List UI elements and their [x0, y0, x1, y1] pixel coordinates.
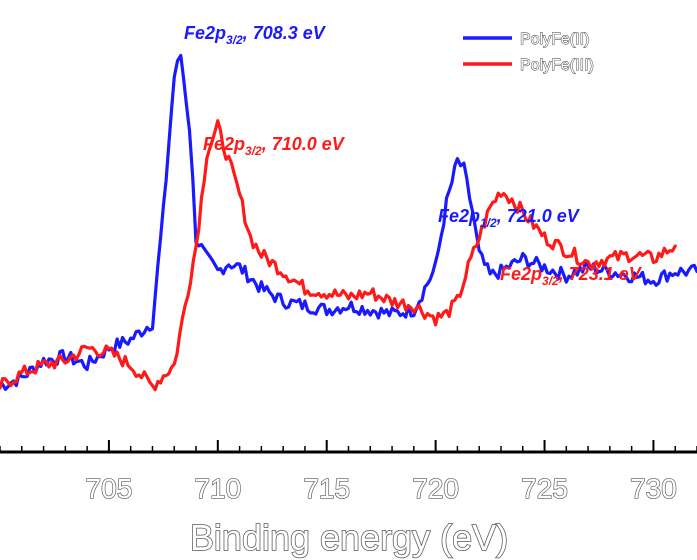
legend-label-2: PolyFe(III) — [520, 57, 594, 74]
legend: PolyFe(II) PolyFe(III) — [463, 31, 594, 74]
peak-annotation: Fe2p3/2, 723.1 eV — [500, 264, 643, 288]
x-tick-label: 710 — [194, 473, 241, 504]
peak-annotation: Fe2p3/2, 708.3 eV — [184, 23, 327, 47]
legend-label-1: PolyFe(II) — [520, 31, 589, 48]
x-tick-label: 705 — [86, 473, 133, 504]
x-axis-tick-labels: 705 710 715 720 725 730 — [85, 472, 678, 504]
x-tick-label: 720 — [412, 473, 459, 504]
plot-series — [0, 53, 697, 392]
x-axis-ticks — [0, 440, 697, 452]
series-line-1 — [0, 53, 697, 391]
peak-annotation: Fe2p1/2, 721.0 eV — [438, 206, 581, 230]
x-axis-label: Binding energy (eV) — [190, 517, 508, 558]
peak-annotation: Fe2p3/2, 710.0 eV — [203, 134, 346, 158]
series-line-2 — [0, 119, 677, 392]
x-tick-label: 730 — [630, 473, 677, 504]
x-tick-label: 725 — [521, 473, 568, 504]
x-tick-label: 715 — [303, 473, 350, 504]
peak-annotations: Fe2p3/2, 708.3 eV Fe2p3/2, 710.0 eV Fe2p1/… — [184, 23, 643, 288]
